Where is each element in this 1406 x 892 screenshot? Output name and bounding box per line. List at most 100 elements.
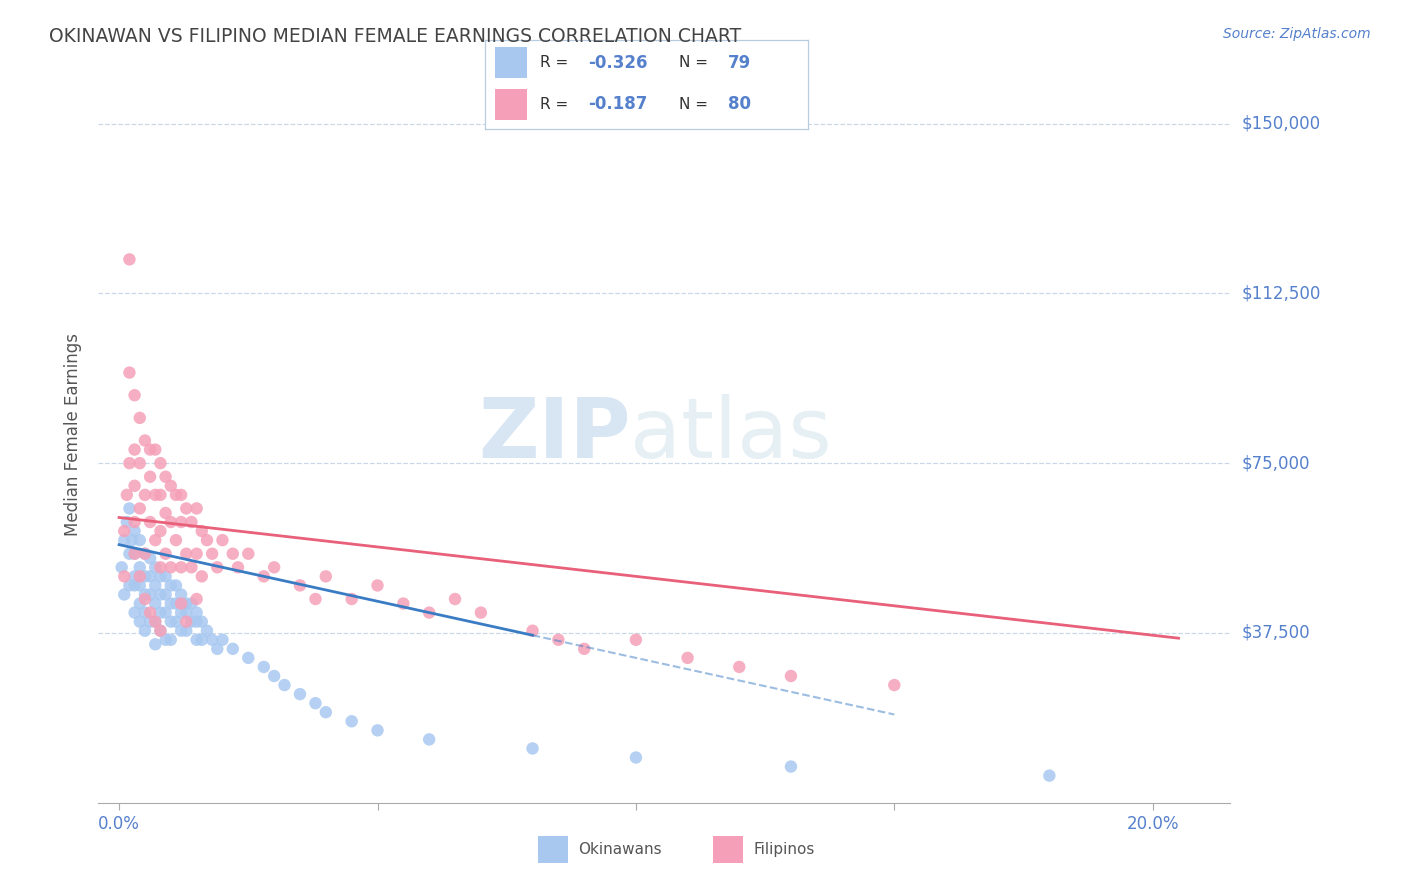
Point: [143, 615, 166, 629]
Point: [624, 750, 647, 764]
Point: [340, 714, 363, 729]
Point: [366, 723, 388, 738]
Text: -0.187: -0.187: [589, 95, 648, 113]
Point: [186, 606, 208, 620]
FancyBboxPatch shape: [495, 89, 527, 120]
Point: [170, 597, 193, 611]
Point: [111, 560, 134, 574]
Point: [115, 488, 138, 502]
Point: [149, 524, 172, 538]
Point: [143, 637, 166, 651]
Point: [174, 615, 197, 629]
Point: [118, 252, 141, 267]
Point: [155, 606, 177, 620]
Point: [112, 569, 135, 583]
FancyBboxPatch shape: [537, 837, 568, 863]
Point: [315, 705, 337, 719]
Point: [186, 632, 208, 647]
Point: [304, 696, 326, 710]
Point: [124, 515, 146, 529]
Point: [263, 669, 285, 683]
Point: [159, 597, 181, 611]
Point: [186, 547, 208, 561]
FancyBboxPatch shape: [495, 47, 527, 78]
Point: [780, 759, 803, 773]
Point: [170, 488, 193, 502]
Point: [522, 624, 544, 638]
Point: [124, 547, 146, 561]
Point: [112, 533, 135, 548]
Text: N =: N =: [679, 97, 713, 112]
Point: [139, 551, 162, 566]
Point: [444, 592, 467, 607]
Point: [547, 632, 569, 647]
Point: [139, 442, 162, 457]
Point: [134, 547, 156, 561]
Point: [159, 578, 181, 592]
Point: [222, 547, 245, 561]
Point: [418, 606, 440, 620]
Point: [288, 578, 311, 592]
Point: [366, 578, 388, 592]
Point: [134, 488, 156, 502]
Text: 80: 80: [728, 95, 751, 113]
Point: [226, 560, 249, 574]
Point: [155, 547, 177, 561]
Point: [174, 624, 197, 638]
Text: R =: R =: [540, 97, 574, 112]
Text: N =: N =: [679, 55, 713, 70]
Point: [195, 533, 218, 548]
Point: [165, 488, 187, 502]
Point: [207, 560, 229, 574]
Text: -0.326: -0.326: [589, 54, 648, 72]
Point: [191, 615, 214, 629]
Point: [186, 592, 208, 607]
Point: [155, 506, 177, 520]
Point: [112, 587, 135, 601]
Point: [149, 569, 172, 583]
Point: [191, 524, 214, 538]
Point: [676, 651, 699, 665]
Point: [174, 501, 197, 516]
Point: [128, 569, 150, 583]
Point: [124, 578, 146, 592]
Point: [149, 587, 172, 601]
Point: [159, 615, 181, 629]
Point: [195, 624, 218, 638]
Point: [165, 578, 187, 592]
Point: [128, 501, 150, 516]
Point: [883, 678, 905, 692]
Point: [186, 501, 208, 516]
Point: [143, 533, 166, 548]
Point: [174, 597, 197, 611]
Point: [155, 632, 177, 647]
Text: atlas: atlas: [630, 394, 832, 475]
Point: [315, 569, 337, 583]
Text: OKINAWAN VS FILIPINO MEDIAN FEMALE EARNINGS CORRELATION CHART: OKINAWAN VS FILIPINO MEDIAN FEMALE EARNI…: [49, 27, 741, 45]
Point: [118, 456, 141, 470]
Point: [174, 547, 197, 561]
Point: [124, 524, 146, 538]
Point: [191, 632, 214, 647]
Point: [149, 560, 172, 574]
Point: [143, 578, 166, 592]
Point: [165, 597, 187, 611]
Point: [170, 624, 193, 638]
Text: ZIP: ZIP: [478, 394, 630, 475]
Point: [124, 388, 146, 402]
Point: [134, 547, 156, 561]
Point: [780, 669, 803, 683]
Point: [139, 569, 162, 583]
Point: [159, 479, 181, 493]
Text: $112,500: $112,500: [1241, 285, 1320, 302]
Text: Okinawans: Okinawans: [578, 842, 662, 857]
Point: [170, 587, 193, 601]
Point: [340, 592, 363, 607]
Point: [159, 560, 181, 574]
Point: [159, 632, 181, 647]
Point: [143, 488, 166, 502]
Point: [624, 632, 647, 647]
Point: [180, 597, 202, 611]
Point: [253, 660, 276, 674]
Point: [128, 533, 150, 548]
